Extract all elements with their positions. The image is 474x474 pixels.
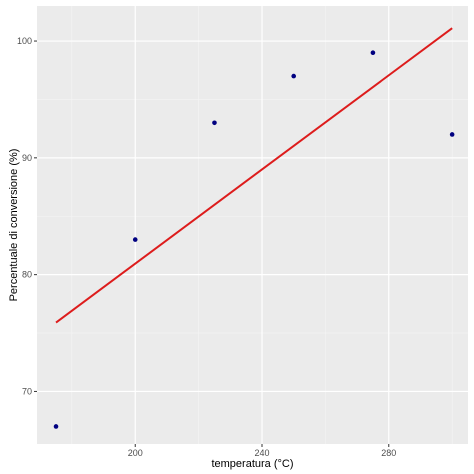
fit-line-layer — [55, 27, 453, 324]
data-point — [212, 120, 217, 126]
x-axis-ticks: 200 240 280 — [128, 444, 396, 458]
y-tick-label: 80 — [22, 270, 32, 280]
y-axis-ticks: 70 80 90 100 — [17, 36, 37, 396]
y-tick-label: 90 — [22, 153, 32, 163]
data-point — [449, 132, 455, 137]
major-gridlines — [37, 6, 468, 444]
x-tick-label: 240 — [254, 448, 269, 458]
data-point — [132, 237, 138, 242]
plot-panel — [37, 6, 468, 444]
minor-gridlines — [37, 6, 468, 444]
y-axis-title: Percentuale di conversione (%) — [8, 149, 20, 302]
y-tick-label: 100 — [17, 36, 32, 46]
data-point — [53, 424, 59, 429]
y-tick-label: 70 — [22, 386, 32, 396]
data-point — [370, 50, 376, 56]
fit-line — [55, 27, 453, 324]
data-points — [53, 50, 455, 429]
data-point — [291, 73, 296, 79]
x-tick-label: 280 — [381, 448, 396, 458]
x-axis-title: temperatura (°C) — [211, 458, 293, 470]
x-tick-label: 200 — [128, 448, 143, 458]
